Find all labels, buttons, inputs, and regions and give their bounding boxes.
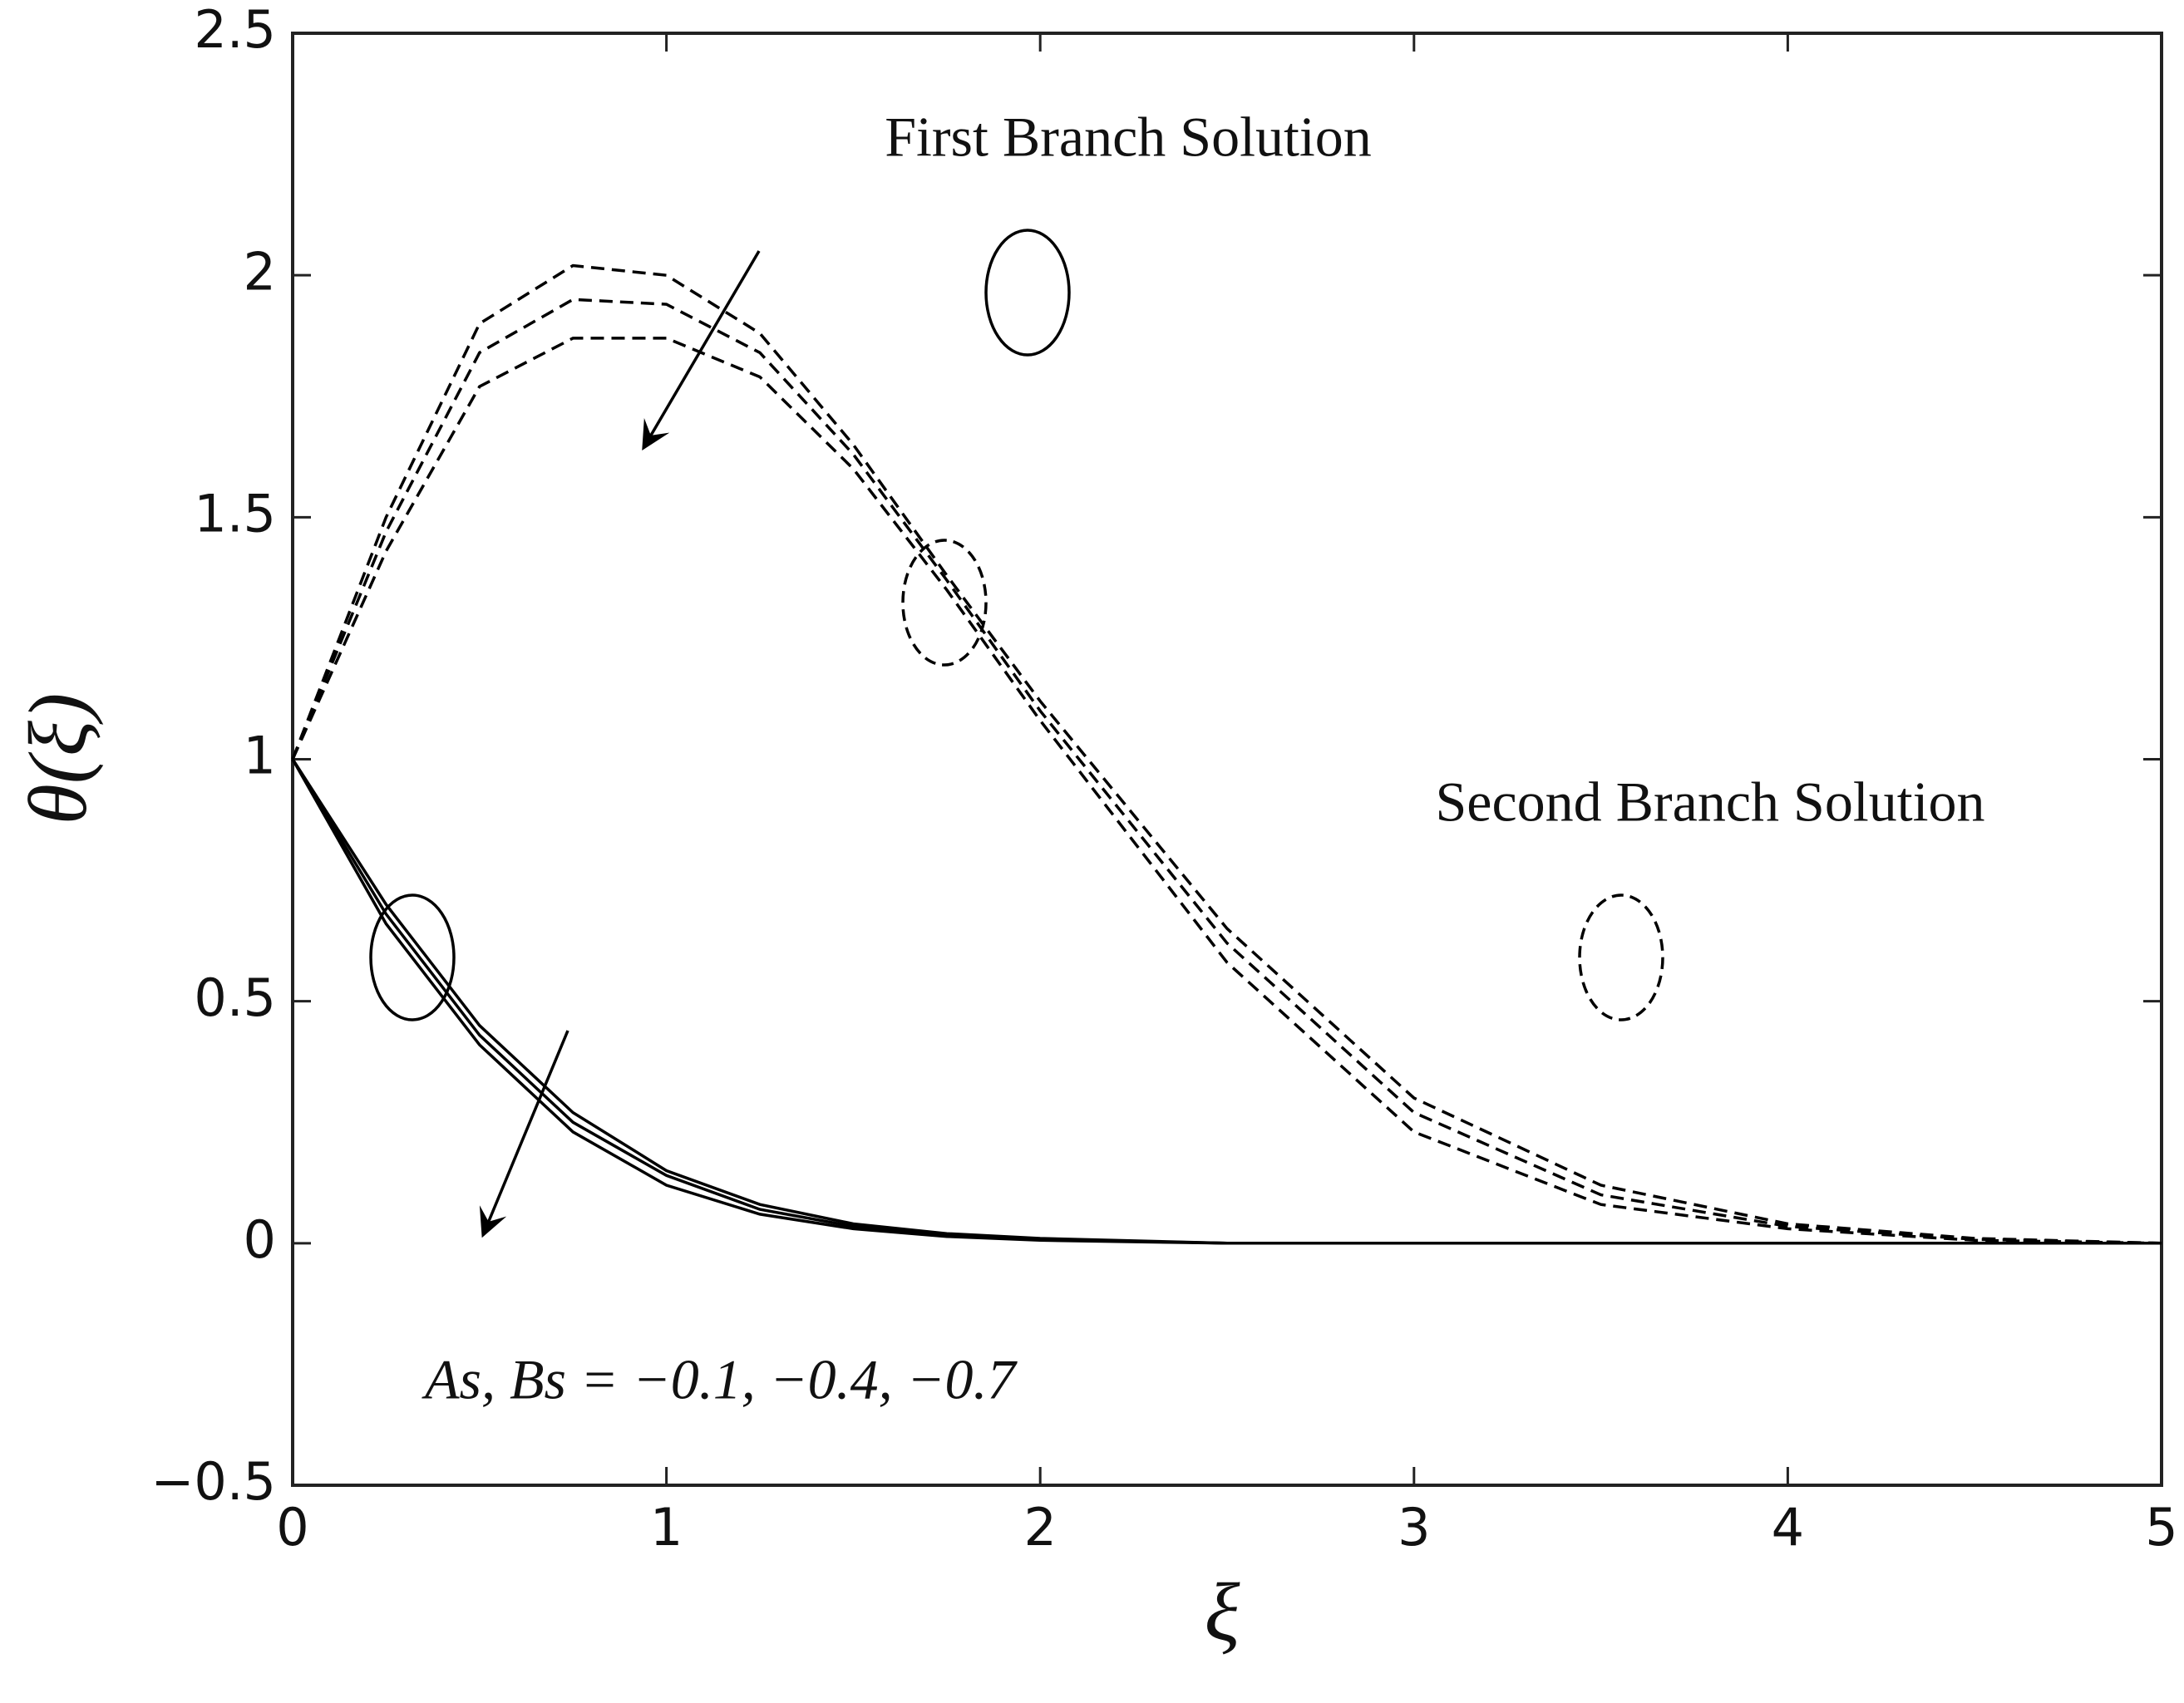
series-line [291, 337, 2162, 1245]
annotation: As, Bs = −0.1, −0.4, −0.7 [422, 1348, 1018, 1411]
x-tick-label: 4 [1772, 1497, 1804, 1558]
markers [369, 229, 1664, 1238]
x-tick-label: 1 [650, 1497, 683, 1558]
y-tick-label: 2 [244, 241, 276, 302]
x-axis-label: ξ [1205, 1566, 1240, 1658]
y-tick-label: 0.5 [194, 967, 276, 1028]
plot-frame [291, 32, 2163, 1487]
series-line [291, 263, 2162, 1245]
series-line [291, 758, 2162, 1245]
y-tick-label: 1.5 [194, 483, 276, 544]
series-line [291, 298, 2162, 1245]
annotation: First Branch Solution [885, 106, 1372, 169]
x-tick-label: 5 [2145, 1497, 2177, 1558]
x-tick-label: 0 [276, 1497, 308, 1558]
y-tick-label: 0 [244, 1209, 276, 1270]
y-axis-label: θ(ξ) [12, 693, 104, 825]
y-tick-label: 1 [244, 726, 276, 786]
annotation: Second Branch Solution [1435, 770, 1984, 834]
y-tick-label: 2.5 [194, 0, 276, 60]
x-tick-label: 2 [1023, 1497, 1056, 1558]
y-tick-label: −0.5 [150, 1451, 276, 1512]
x-tick-label: 3 [1398, 1497, 1430, 1558]
